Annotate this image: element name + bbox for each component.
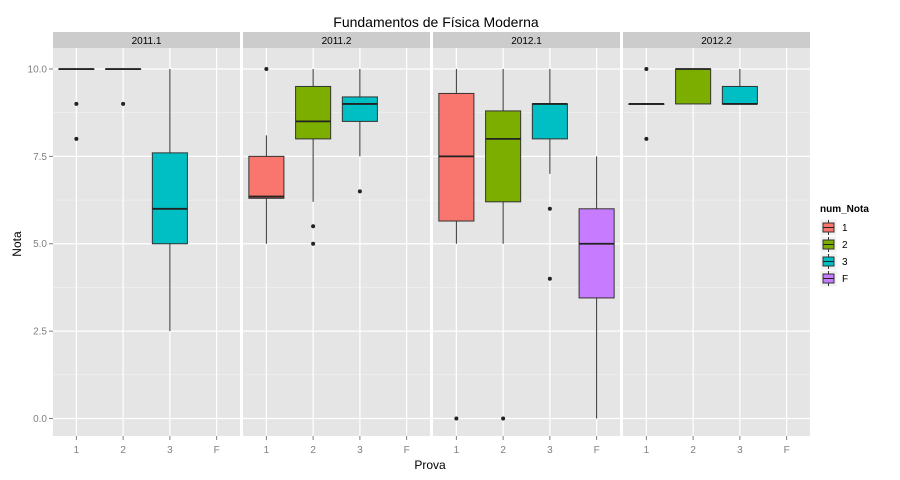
box-body <box>248 155 285 199</box>
facet-strip <box>623 32 810 48</box>
box-body <box>341 96 378 122</box>
x-tick-label: 3 <box>357 445 363 456</box>
x-tick-label: 1 <box>264 445 270 456</box>
box-2011.2-2 <box>295 68 332 246</box>
outlier-point <box>311 241 316 246</box>
box-body <box>675 68 712 105</box>
outlier-point <box>357 189 362 194</box>
box-2011.1-1 <box>58 68 95 141</box>
outlier-point <box>501 416 506 421</box>
box-2011.1-3 <box>151 68 188 332</box>
y-tick-label: 7.5 <box>33 152 47 163</box>
box-body <box>578 208 615 299</box>
box-2012.2-1 <box>628 66 665 141</box>
box-2011.1-2 <box>105 68 142 106</box>
box-body <box>531 103 568 140</box>
outlier-point <box>74 101 79 106</box>
legend-entry-2: 2 <box>819 235 848 254</box>
box-body <box>151 152 188 245</box>
y-tick-label: 0.0 <box>33 414 47 425</box>
legend: 1 2 3 F <box>819 218 848 288</box>
y-tick-label: 10.0 <box>28 64 48 75</box>
outlier-point <box>547 276 552 281</box>
outlier-point <box>547 206 552 211</box>
box-2012.1-F <box>578 156 615 419</box>
y-axis: 0.0 2.5 5.0 7.5 10.0 <box>28 64 53 425</box>
x-tick-label: F <box>784 445 790 456</box>
box-2011.2-3 <box>341 68 378 194</box>
outlier-point <box>311 224 316 229</box>
x-tick-label: 3 <box>737 445 743 456</box>
box-body <box>485 110 522 203</box>
x-tick-label: 2 <box>690 445 696 456</box>
x-tick-label: 1 <box>644 445 650 456</box>
x-tick-label: 2 <box>310 445 316 456</box>
facet-strip-label: 2012.2 <box>701 36 732 47</box>
panel-background <box>243 48 430 436</box>
legend-entry-3: 3 <box>819 252 848 271</box>
box-body <box>295 85 332 140</box>
facet-panel-2011.1: 2011.1 1 2 3 F <box>53 32 240 456</box>
outlier-point <box>264 66 269 71</box>
x-tick-label: 1 <box>454 445 460 456</box>
x-tick-label: 3 <box>167 445 173 456</box>
y-axis-label: Nota <box>10 231 24 257</box>
facet-panels: 2011.1 1 2 3 F 2011.2 1 2 3 F 2012.1 1 2 3 F 2012.2 1 2 3 F <box>53 32 810 456</box>
outlier-point <box>121 101 126 106</box>
x-tick-label: F <box>214 445 220 456</box>
legend-title: num_Nota <box>820 204 869 215</box>
y-tick-label: 2.5 <box>33 327 47 338</box>
outlier-point <box>644 66 649 71</box>
box-2011.2-1 <box>248 66 285 244</box>
box-body <box>721 85 758 105</box>
facet-strip-label: 2011.1 <box>132 36 162 47</box>
box-2012.1-2 <box>485 68 522 421</box>
x-axis-label: Prova <box>414 458 446 472</box>
facet-strip <box>53 32 240 48</box>
box-2012.2-2 <box>675 68 712 105</box>
legend-label: 1 <box>842 223 848 234</box>
x-tick-label: F <box>594 445 600 456</box>
x-tick-label: 2 <box>120 445 126 456</box>
x-tick-label: 2 <box>500 445 506 456</box>
facet-panel-2012.1: 2012.1 1 2 3 F <box>433 32 620 456</box>
facet-strip-label: 2011.2 <box>322 36 352 47</box>
x-tick-label: F <box>404 445 410 456</box>
y-tick-label: 5.0 <box>33 239 47 250</box>
box-2012.1-3 <box>531 68 568 281</box>
legend-label: 3 <box>842 257 848 268</box>
facet-strip <box>243 32 430 48</box>
legend-label: 2 <box>842 240 848 251</box>
panel-background <box>623 48 810 436</box>
panel-background <box>53 48 240 436</box>
outlier-point <box>644 136 649 141</box>
box-2012.1-1 <box>438 68 475 421</box>
legend-label: F <box>842 274 848 285</box>
facet-panel-2011.2: 2011.2 1 2 3 F <box>243 32 430 456</box>
facet-strip-label: 2012.1 <box>511 36 542 47</box>
box-2012.2-3 <box>721 68 758 105</box>
legend-entry-1: 1 <box>819 218 848 237</box>
chart-title: Fundamentos de Física Moderna <box>333 14 539 30</box>
facet-strip <box>433 32 620 48</box>
facet-panel-2012.2: 2012.2 1 2 3 F <box>623 32 810 456</box>
x-tick-label: 1 <box>74 445 80 456</box>
x-tick-label: 3 <box>547 445 553 456</box>
legend-entry-F: F <box>819 269 848 288</box>
outlier-point <box>454 416 459 421</box>
outlier-point <box>74 136 79 141</box>
